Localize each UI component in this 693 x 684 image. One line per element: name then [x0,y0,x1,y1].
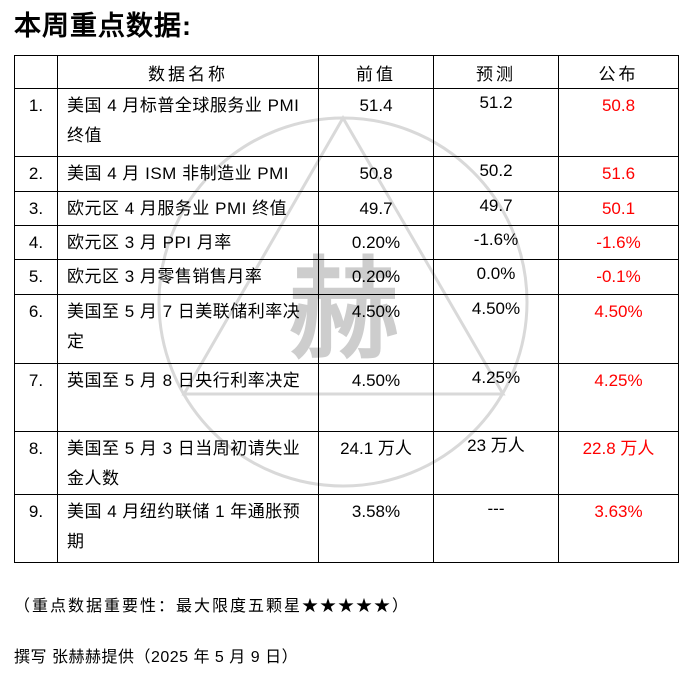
published-value: -1.6% [558,225,679,260]
published-value: 50.1 [558,191,679,226]
header-published: 公布 [558,55,679,89]
forecast-value: 4.50% [433,294,559,364]
indicator-name: 美国 4 月纽约联储 1 年通胀预期 [57,494,319,563]
forecast-value: 4.25% [433,363,559,432]
page-title: 本周重点数据: [14,11,192,41]
indicator-name: 美国至 5 月 3 日当周初请失业金人数 [57,431,319,495]
table-row: 6. 美国至 5 月 7 日美联储利率决定 4.50% 4.50% 4.50% [14,294,679,364]
row-number: 5. [14,259,58,295]
indicator-name: 欧元区 4 月服务业 PMI 终值 [57,191,319,226]
forecast-value-text: -1.6% [473,230,519,249]
row-number: 6. [14,294,58,364]
forecast-value-text: 50.2 [479,161,513,180]
previous-value: 0.20% [318,259,434,295]
row-number: 4. [14,225,58,260]
forecast-value: --- [433,494,559,563]
table-body: 1. 美国 4 月标普全球服务业 PMI 终值 51.4 51.2 50.8 2… [14,88,679,563]
table-row: 2. 美国 4 月 ISM 非制造业 PMI 50.8 50.2 51.6 [14,156,679,192]
previous-value: 4.50% [318,294,434,364]
row-number: 3. [14,191,58,226]
previous-value: 50.8 [318,156,434,192]
published-value: 22.8 万人 [558,431,679,495]
forecast-value: 23 万人 [433,431,559,495]
author-byline: 撰写 张赫赫提供（2025 年 5 月 9 日） [14,649,299,666]
published-value: 50.8 [558,88,679,157]
table-row: 3. 欧元区 4 月服务业 PMI 终值 49.7 49.7 50.1 [14,191,679,226]
forecast-value-text: 49.7 [479,196,513,215]
previous-value: 0.20% [318,225,434,260]
table-row: 7. 英国至 5 月 8 日央行利率决定 4.50% 4.25% 4.25% [14,363,679,432]
published-value: -0.1% [558,259,679,295]
row-number: 1. [14,88,58,157]
forecast-value: 50.2 [433,156,559,192]
published-value: 3.63% [558,494,679,563]
table-row: 1. 美国 4 月标普全球服务业 PMI 终值 51.4 51.2 50.8 [14,88,679,157]
forecast-value: 51.2 [433,88,559,157]
row-number: 2. [14,156,58,192]
table-row: 4. 欧元区 3 月 PPI 月率 0.20% -1.6% -1.6% [14,225,679,260]
table-header: 数据名称 前值 预测 公布 [14,55,679,89]
weekly-data-table: 数据名称 前值 预测 公布 1. 美国 4 月标普全球服务业 PMI 终值 51… [14,55,679,563]
forecast-value: 49.7 [433,191,559,226]
previous-value: 3.58% [318,494,434,563]
indicator-name: 欧元区 3 月零售销售月率 [57,259,319,295]
forecast-value-text: --- [487,499,505,518]
row-number: 9. [14,494,58,563]
published-value: 51.6 [558,156,679,192]
indicator-name: 英国至 5 月 8 日央行利率决定 [57,363,319,432]
forecast-value-text: 4.25% [471,368,521,387]
forecast-value-text: 4.50% [471,299,521,318]
row-number: 7. [14,363,58,432]
table-header-row: 数据名称 前值 预测 公布 [14,55,679,89]
indicator-name: 美国至 5 月 7 日美联储利率决定 [57,294,319,364]
forecast-value: -1.6% [433,225,559,260]
published-value: 4.50% [558,294,679,364]
indicator-name: 欧元区 3 月 PPI 月率 [57,225,319,260]
table-row: 9. 美国 4 月纽约联储 1 年通胀预期 3.58% --- 3.63% [14,494,679,563]
forecast-value-text: 23 万人 [467,436,525,455]
header-index [14,55,58,89]
indicator-name: 美国 4 月标普全球服务业 PMI 终值 [57,88,319,157]
importance-footnote: （重点数据重要性：最大限度五颗星★★★★★） [14,598,411,615]
header-data-name: 数据名称 [57,55,319,89]
previous-value: 24.1 万人 [318,431,434,495]
previous-value: 49.7 [318,191,434,226]
forecast-value-text: 51.2 [479,93,513,112]
header-forecast: 预测 [433,55,559,89]
header-previous: 前值 [318,55,434,89]
indicator-name: 美国 4 月 ISM 非制造业 PMI [57,156,319,192]
previous-value: 51.4 [318,88,434,157]
forecast-value-text: 0.0% [476,264,516,283]
row-number: 8. [14,431,58,495]
published-value: 4.25% [558,363,679,432]
forecast-value: 0.0% [433,259,559,295]
table-row: 8. 美国至 5 月 3 日当周初请失业金人数 24.1 万人 23 万人 22… [14,431,679,495]
table-row: 5. 欧元区 3 月零售销售月率 0.20% 0.0% -0.1% [14,259,679,295]
previous-value: 4.50% [318,363,434,432]
